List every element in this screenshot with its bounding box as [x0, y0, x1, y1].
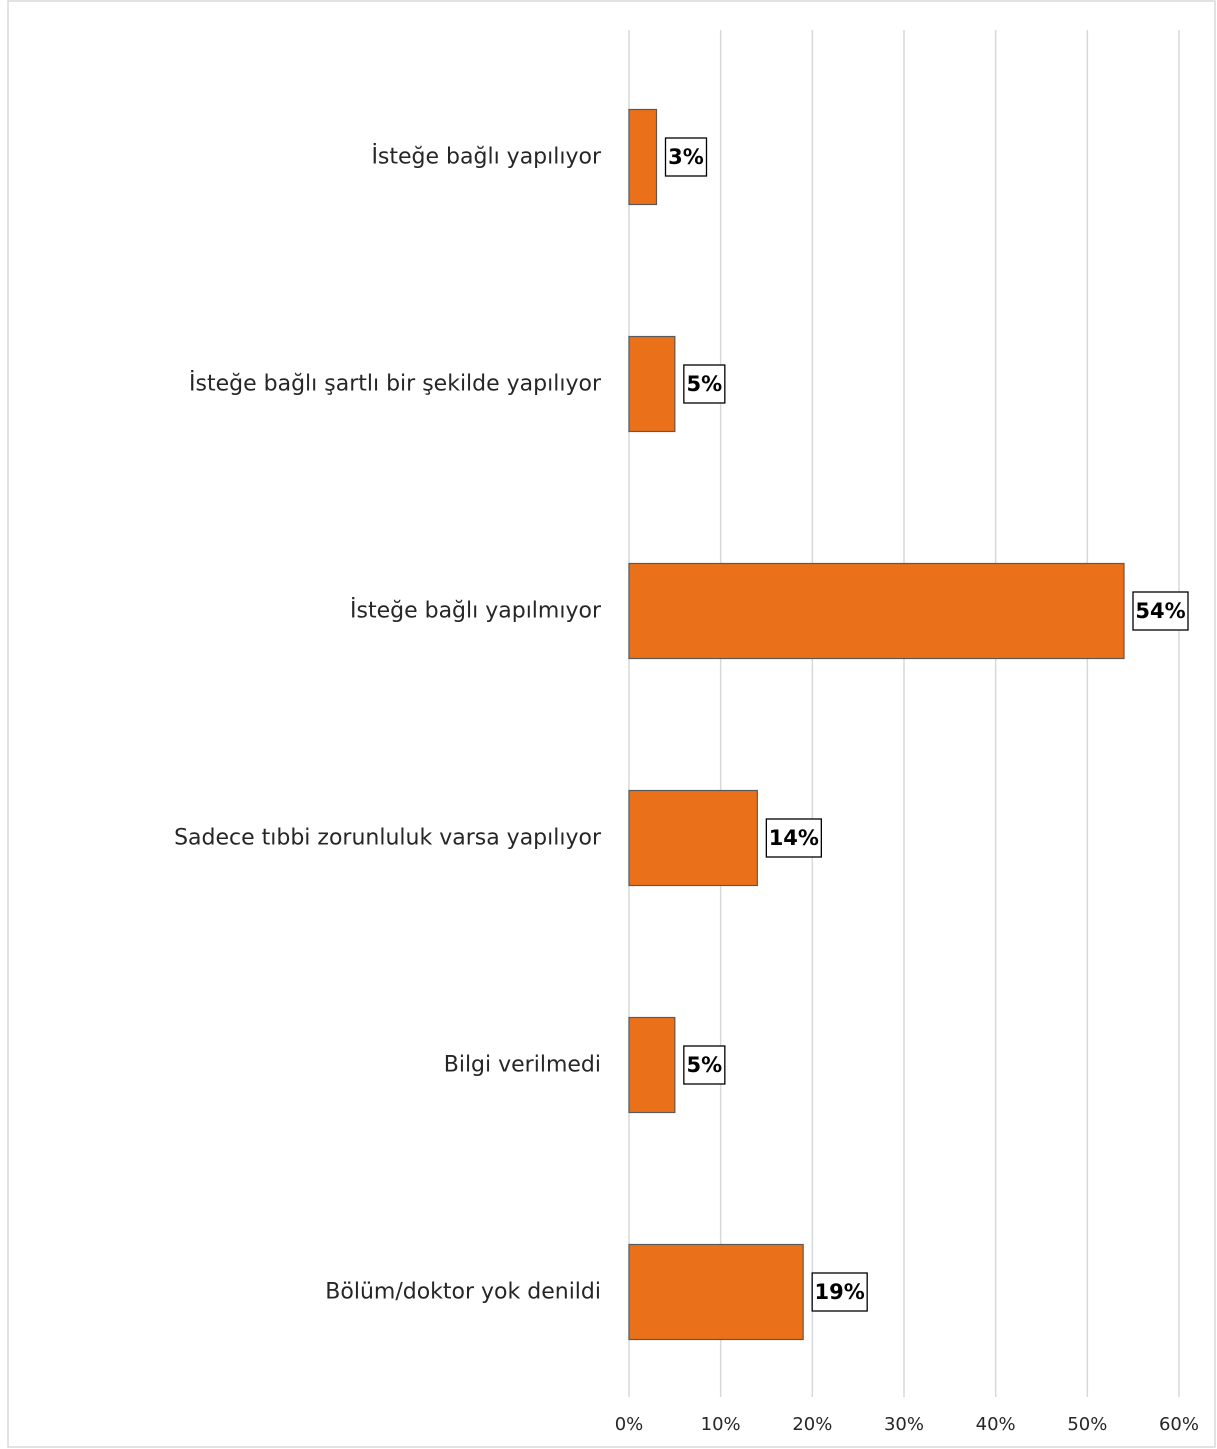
data-label: 14%	[769, 826, 819, 850]
bar[interactable]	[628, 789, 758, 887]
bar[interactable]	[628, 335, 676, 433]
data-label-box	[811, 1272, 868, 1312]
data-label: 54%	[1135, 599, 1185, 623]
bar[interactable]	[628, 1243, 804, 1341]
category-label: İsteğe bağlı yapılıyor	[371, 144, 602, 170]
x-tick-label: 50%	[1067, 1414, 1107, 1435]
category-label: İsteğe bağlı şartlı bir şekilde yapılıyo…	[189, 371, 602, 397]
data-label-box	[683, 1045, 726, 1085]
bar[interactable]	[628, 108, 658, 206]
category-label: Bilgi verilmedi	[444, 1053, 601, 1078]
data-label: 3%	[668, 145, 704, 169]
data-label: 19%	[815, 1280, 865, 1304]
bars	[628, 108, 1125, 1341]
data-label: 5%	[687, 372, 723, 396]
bar[interactable]	[628, 1016, 676, 1114]
gridlines	[628, 30, 1180, 1397]
data-label-box	[765, 818, 822, 858]
bar[interactable]	[628, 562, 1125, 660]
data-label-box	[1132, 591, 1189, 631]
category-label: Sadece tıbbi zorunluluk varsa yapılıyor	[174, 826, 602, 851]
x-tick-label: 20%	[792, 1414, 832, 1435]
x-tick-label: 10%	[701, 1414, 741, 1435]
chart-border	[7, 0, 1216, 1448]
x-tick-label: 60%	[1159, 1414, 1199, 1435]
data-label-box	[683, 364, 726, 404]
data-labels: 3% 5% 54% 14% 5% 19%	[664, 137, 1189, 1312]
x-tick-label: 30%	[884, 1414, 924, 1435]
category-labels: İsteğe bağlı yapılıyor İsteğe bağlı şartl…	[174, 144, 602, 1305]
data-label-box	[664, 137, 708, 177]
x-axis-tick-labels: 0% 10% 20% 30% 40% 50% 60%	[615, 1414, 1199, 1435]
x-tick-label: 40%	[976, 1414, 1016, 1435]
data-label: 5%	[687, 1053, 723, 1077]
x-tick-label: 0%	[615, 1414, 644, 1435]
category-label: İsteğe bağlı yapılmıyor	[350, 598, 602, 624]
category-label: Bölüm/doktor yok denildi	[325, 1280, 601, 1305]
